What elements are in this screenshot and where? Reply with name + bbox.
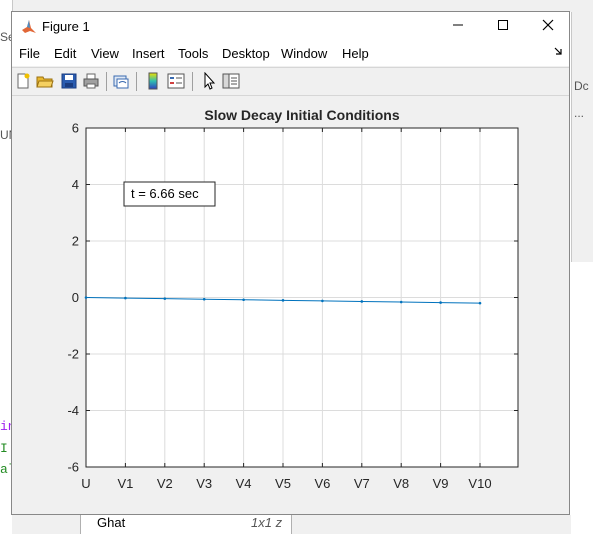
menu-help[interactable]: Help [342,46,369,61]
save-icon[interactable] [60,72,78,90]
background-workspace-var: Ghat [97,515,126,530]
legend-icon[interactable] [167,72,185,90]
menu-file[interactable]: File [19,46,40,61]
figure-toolbar [12,67,569,96]
menu-tools[interactable]: Tools [178,46,209,61]
colorbar-icon[interactable] [144,72,162,90]
toolbar-separator [136,72,137,91]
background-fragment-dc: Dc [574,79,589,93]
data-point [281,299,285,302]
x-tick-label: V1 [117,476,133,491]
x-tick-label: V9 [433,476,449,491]
data-point [478,301,482,305]
x-tick-label: V3 [196,476,212,491]
select-arrow-icon[interactable] [200,72,218,90]
close-button[interactable] [525,12,571,42]
annotation-textbox[interactable]: t = 6.66 sec [123,181,216,207]
x-tick-label: V4 [236,476,252,491]
menu-edit[interactable]: Edit [54,46,77,61]
data-point [360,300,364,303]
y-tick-label: -6 [67,460,79,475]
window-title: Figure 1 [42,19,90,34]
background-right-panel: Dc ... [571,12,593,262]
minimize-icon [453,24,463,26]
x-tick-label: V2 [157,476,173,491]
maximize-icon [498,20,508,30]
menu-bar: File Edit View Insert Tools Desktop Wind… [12,42,569,66]
maximize-button[interactable] [480,12,526,42]
chart-title: Slow Decay Initial Conditions [204,107,399,123]
data-point [124,296,127,300]
annotation-box [123,181,216,207]
background-workspace-panel: Ghat 1x1 z [80,515,292,534]
data-point [202,297,206,301]
axis-ticks: U V1 V2 V3 V4 V5 V6 V7 V8 V9 V10 -6 -4 -2 0 2 4 6 [67,121,518,491]
matlab-logo-icon [22,20,36,33]
dock-arrow-icon[interactable] [553,46,563,58]
y-tick-label: -4 [67,403,79,418]
y-tick-label: 2 [72,234,79,249]
x-tick-label: U [81,476,90,491]
menu-insert[interactable]: Insert [132,46,165,61]
title-bar[interactable]: Figure 1 [12,12,569,42]
menu-desktop[interactable]: Desktop [222,46,270,61]
data-point [399,300,403,304]
minimize-button[interactable] [435,12,481,42]
x-tick-label: V10 [468,476,491,491]
open-file-icon[interactable] [36,72,54,90]
x-tick-label: V8 [393,476,409,491]
link-figure-icon[interactable] [112,72,130,90]
menu-view[interactable]: View [91,46,119,61]
y-tick-label: 6 [72,121,79,136]
toolbar-separator [106,72,107,91]
menu-window[interactable]: Window [281,46,328,61]
toolbar-separator [192,72,193,91]
x-tick-label: V6 [314,476,330,491]
data-point [242,298,245,302]
property-editor-icon[interactable] [222,72,240,90]
y-tick-label: 0 [72,290,79,305]
x-tick-label: V5 [275,476,291,491]
new-figure-icon[interactable] [14,72,32,90]
close-icon [542,19,554,31]
y-tick-label: -2 [67,347,79,362]
plot-area[interactable]: U V1 V2 V3 V4 V5 V6 V7 V8 V9 V10 -6 -4 -2 0 2 4 6 Slow De… [12,95,569,515]
data-point [163,297,167,300]
data-point [439,301,442,304]
y-tick-label: 4 [72,177,79,192]
background-right-bottom [571,262,593,534]
data-series [84,296,482,305]
annotation-text: t = 6.66 sec [131,186,199,201]
background-window-strip [0,0,593,12]
print-icon[interactable] [82,72,100,90]
figure-window: Figure 1 File Edit View Insert Tools Des… [11,11,570,515]
data-point [84,296,88,299]
data-point [321,299,324,303]
background-code-line-2: I [0,441,8,456]
background-fragment-ellipsis: ... [574,106,585,120]
x-tick-label: V7 [354,476,370,491]
background-workspace-type: 1x1 z [251,515,283,530]
